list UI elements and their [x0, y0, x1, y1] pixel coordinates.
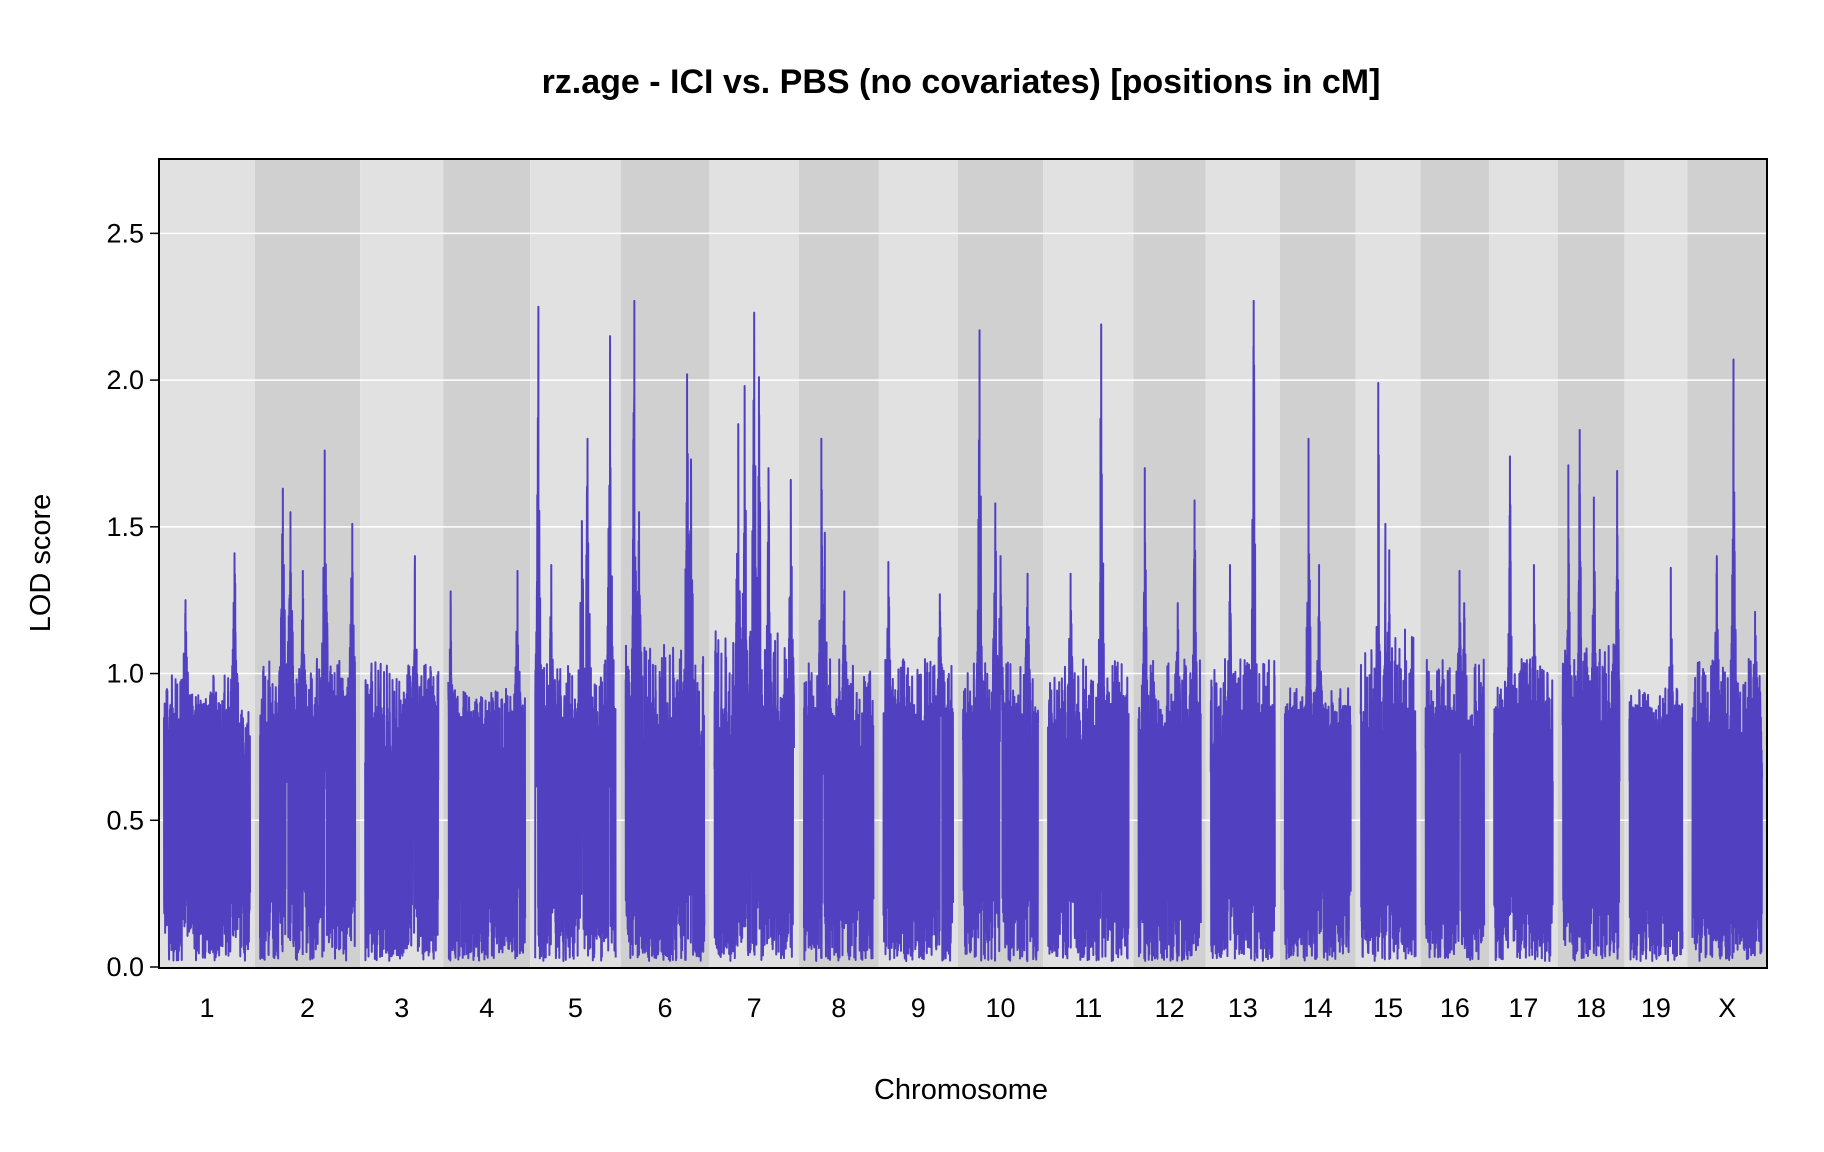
- lod-line-chr-12: [1137, 467, 1202, 962]
- x-tick-label: 1: [199, 993, 214, 1023]
- x-tick-label: 5: [568, 993, 583, 1023]
- x-tick-label: 3: [394, 993, 409, 1023]
- x-tick-label: 4: [479, 993, 494, 1023]
- lod-line-chr-13: [1209, 299, 1276, 962]
- x-axis: 1 2 3 4 5 6 7 8 9 10 11 12 13 14 15 16 17 18 19 X: [199, 993, 1736, 1023]
- lod-line-chr-11: [1047, 323, 1130, 963]
- x-tick-label: 13: [1228, 993, 1258, 1023]
- y-tick-label: 0.5: [106, 805, 144, 835]
- x-tick-label: X: [1718, 993, 1736, 1023]
- x-tick-label: 11: [1074, 993, 1102, 1023]
- x-tick-label: 16: [1440, 993, 1470, 1023]
- x-tick-label: 12: [1155, 993, 1185, 1023]
- y-tick-label: 1.5: [106, 512, 144, 542]
- x-tick-label: 2: [300, 993, 315, 1023]
- lod-line-chr-10: [962, 329, 1040, 963]
- x-axis-title: Chromosome: [874, 1074, 1048, 1106]
- y-tick-label: 0.0: [106, 952, 144, 982]
- x-tick-label: 7: [747, 993, 762, 1023]
- y-tick-label: 2.0: [106, 365, 144, 395]
- lod-line-chr-6: [624, 299, 706, 962]
- x-tick-label: 6: [658, 993, 673, 1023]
- x-tick-label: 15: [1373, 993, 1403, 1023]
- lod-line-chr-8: [802, 437, 875, 963]
- lod-line-chr-16: [1424, 569, 1486, 961]
- lod-line-chr-19: [1628, 566, 1684, 963]
- lod-line-chr-1: [163, 552, 251, 962]
- lod-line-chr-7: [713, 311, 795, 962]
- x-tick-label: 18: [1576, 993, 1606, 1023]
- y-tick-label: 2.5: [106, 218, 144, 248]
- lod-line-chr-14: [1283, 437, 1352, 962]
- lod-line-chr-18: [1561, 428, 1621, 962]
- lod-line-chr-X: [1691, 358, 1763, 962]
- lod-line-chr-17: [1493, 455, 1554, 963]
- lod-line-chr-2: [259, 449, 357, 962]
- lod-line-chr-9: [882, 561, 955, 963]
- x-tick-label: 17: [1508, 993, 1538, 1023]
- y-tick-label: 1.0: [106, 659, 144, 689]
- lod-line-chr-5: [534, 305, 617, 962]
- lod-line-chr-3: [364, 555, 440, 962]
- y-axis: 0.0 0.5 1.0 1.5 2.0 2.5: [106, 218, 160, 982]
- lod-line-chr-4: [447, 569, 527, 962]
- y-axis-title: LOD score: [25, 494, 57, 633]
- x-tick-label: 8: [831, 993, 846, 1023]
- x-tick-label: 19: [1641, 993, 1671, 1023]
- x-tick-label: 10: [986, 993, 1016, 1023]
- x-tick-label: 9: [911, 993, 926, 1023]
- lod-line-chr-15: [1359, 382, 1417, 962]
- chart-title: rz.age - ICI vs. PBS (no covariates) [po…: [542, 63, 1381, 101]
- x-tick-label: 14: [1303, 993, 1333, 1023]
- plot-frame: [158, 158, 1768, 969]
- lod-series: [163, 299, 1763, 963]
